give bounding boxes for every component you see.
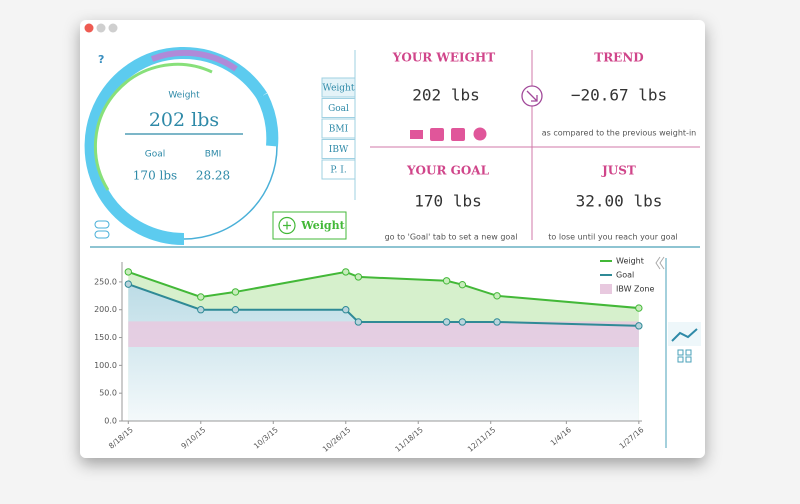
stat-title: JUST	[601, 164, 636, 178]
minimize-button[interactable]	[96, 23, 106, 33]
point	[442, 277, 451, 285]
stat-value: −20.67 lbs	[571, 86, 667, 105]
stat-value: 32.00 lbs	[576, 192, 663, 211]
bmi-label: BMI	[205, 150, 222, 160]
twitter-icon[interactable]	[430, 128, 444, 141]
collapse-icon[interactable]	[655, 256, 665, 270]
tab-label: Goal	[328, 104, 349, 114]
zoom-button[interactable]	[108, 23, 118, 33]
tab-label: Weight	[323, 84, 355, 94]
tab[interactable]	[321, 118, 356, 139]
point	[458, 280, 467, 289]
y-tick-label: 200.0	[94, 305, 117, 314]
y-tick-label: 250.0	[94, 277, 117, 286]
tab-label: BMI	[329, 125, 349, 135]
gauge-label: Weight	[168, 91, 200, 101]
gauge-arc	[93, 62, 213, 191]
email-icon[interactable]	[410, 130, 423, 139]
stat-title: YOUR GOAL	[406, 164, 490, 178]
help[interactable]: ?	[98, 53, 104, 66]
chat-icon[interactable]	[473, 127, 487, 141]
legend-swatch	[600, 284, 612, 294]
gauge-arc	[256, 93, 279, 147]
legend-label: IBW Zone	[616, 285, 654, 294]
close-button[interactable]	[84, 23, 94, 33]
point	[493, 292, 501, 300]
add-button-label: Weight	[300, 219, 345, 232]
tab-label: P. I.	[330, 166, 347, 176]
point	[458, 318, 467, 326]
grid-view-button[interactable]	[677, 349, 692, 363]
toggle[interactable]	[94, 220, 110, 229]
tab[interactable]	[321, 77, 356, 98]
stat-note: go to 'Goal' tab to set a new goal	[385, 233, 518, 242]
toggle[interactable]	[94, 230, 110, 239]
point	[342, 268, 350, 276]
point	[231, 306, 240, 314]
goal-value: 170 lbs	[133, 169, 177, 183]
goal-label: Goal	[145, 150, 166, 160]
plus-icon	[283, 221, 291, 230]
gauge-value: 202 lbs	[149, 109, 219, 131]
point	[442, 318, 451, 326]
point	[197, 293, 205, 301]
trend-arrow	[526, 90, 538, 102]
line-icon	[671, 328, 698, 342]
gauge-arc	[150, 49, 238, 72]
tab[interactable]	[321, 98, 356, 118]
point	[197, 306, 205, 314]
ibw-zone	[128, 321, 639, 348]
point	[493, 318, 501, 326]
legend-label: Goal	[616, 271, 634, 280]
stat-note: as compared to the previous weight-in	[542, 129, 696, 138]
point	[124, 280, 133, 288]
plus-icon	[278, 216, 296, 235]
line-view-button[interactable]	[668, 322, 701, 346]
stat-title: TREND	[594, 51, 643, 65]
point	[354, 318, 363, 326]
y-tick-label: 0.0	[104, 417, 117, 426]
facebook-icon[interactable]	[451, 128, 465, 141]
tab[interactable]	[321, 139, 356, 159]
point	[124, 268, 133, 276]
point	[231, 288, 240, 296]
legend-label: Weight	[616, 257, 644, 266]
stat-note: to lose until you reach your goal	[548, 233, 677, 242]
tab-label: IBW	[329, 145, 349, 155]
point	[635, 304, 643, 312]
stat-title: YOUR WEIGHT	[392, 51, 495, 65]
y-tick-label: 100.0	[94, 361, 117, 370]
y-tick-label: 50.0	[99, 389, 117, 398]
stat-value: 170 lbs	[414, 192, 481, 211]
y-tick-label: 150.0	[94, 333, 117, 342]
bmi-value: 28.28	[196, 169, 230, 183]
area	[128, 284, 639, 421]
point	[354, 273, 363, 281]
point	[342, 306, 350, 314]
stat-value: 202 lbs	[412, 86, 479, 105]
point	[635, 322, 643, 330]
tab[interactable]	[321, 159, 356, 180]
